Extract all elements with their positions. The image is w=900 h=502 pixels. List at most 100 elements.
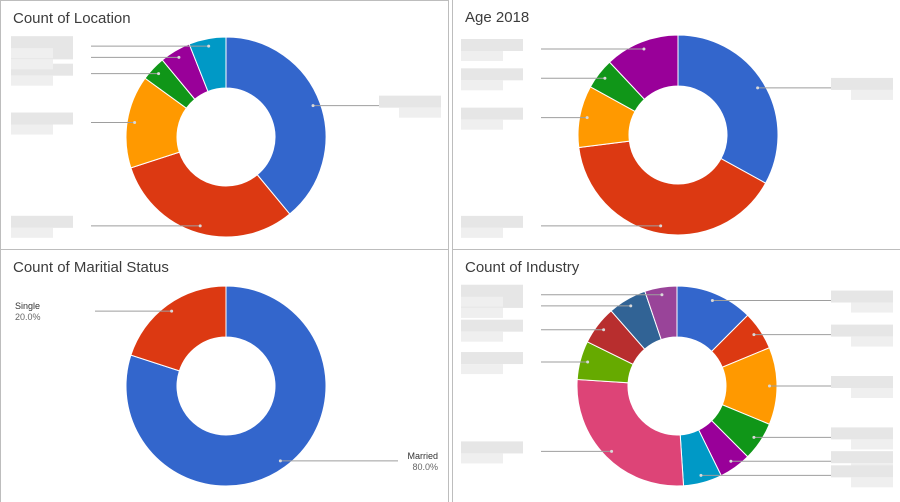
chart-title: Count of Maritial Status	[13, 259, 169, 276]
obscured-label	[11, 36, 73, 49]
donut-chart-location	[11, 36, 441, 238]
leader-dot	[768, 384, 771, 388]
obscured-label	[831, 465, 893, 478]
slice-1[interactable]	[677, 34, 779, 184]
slices	[576, 285, 778, 487]
obscured-label	[461, 441, 523, 454]
leader-dot	[278, 459, 282, 463]
obscured-label	[461, 68, 523, 81]
chart-panel-marital-status: Count of Maritial Status Married 80.0% Sin…	[0, 250, 449, 502]
obscured-label	[11, 124, 53, 135]
obscured-label	[831, 451, 893, 464]
obscured-label	[461, 319, 523, 332]
obscured-label	[461, 107, 523, 120]
leader-dot	[585, 116, 589, 120]
slice-labels	[461, 284, 893, 488]
leader-dot	[198, 224, 202, 228]
slice-label-single: Single	[15, 301, 40, 311]
slice-labels	[11, 36, 441, 238]
obscured-label	[11, 75, 53, 86]
slice-6[interactable]	[188, 36, 227, 93]
leader-dot	[729, 459, 733, 463]
leader-dot	[603, 76, 607, 80]
chart-panel-location: Count of Location	[0, 0, 449, 250]
obscured-label	[461, 453, 503, 464]
leader-dot	[629, 304, 633, 308]
leader-dot	[586, 360, 590, 364]
obscured-label	[831, 77, 893, 90]
obscured-label	[851, 89, 893, 100]
slice-7[interactable]	[576, 378, 685, 487]
slices	[125, 285, 327, 487]
leader-dot	[177, 55, 181, 59]
obscured-label	[379, 95, 441, 108]
slices	[577, 34, 779, 236]
obscured-label	[851, 302, 893, 313]
obscured-label	[851, 336, 893, 347]
leader-dot	[752, 333, 756, 337]
leader-dot	[710, 299, 714, 303]
slice-1[interactable]	[225, 36, 327, 215]
slice-2[interactable]	[578, 140, 767, 236]
leader-lines	[541, 47, 853, 228]
leader-dot	[699, 473, 703, 477]
leader-dot	[602, 328, 606, 332]
leader-lines	[95, 309, 398, 463]
leader-dot	[660, 293, 664, 297]
obscured-label	[461, 80, 503, 91]
chart-panel-age: Age 2018	[452, 0, 900, 250]
obscured-label	[461, 296, 503, 307]
slice-married[interactable]	[125, 285, 327, 487]
leader-dot	[659, 224, 663, 228]
obscured-label	[461, 307, 503, 318]
slice-single[interactable]	[130, 285, 227, 372]
obscured-label	[851, 439, 893, 450]
leader-dot	[311, 104, 315, 108]
obscured-label	[831, 324, 893, 337]
obscured-label	[461, 227, 503, 238]
obscured-label	[831, 290, 893, 303]
obscured-label	[461, 284, 523, 297]
obscured-label	[851, 388, 893, 398]
obscured-label	[461, 331, 503, 342]
slice-percent-married: 80.0%	[412, 462, 438, 472]
slices	[125, 36, 327, 238]
slice-percent-single: 20.0%	[15, 312, 41, 322]
obscured-label	[461, 352, 523, 365]
leader-dot	[157, 72, 161, 76]
chart-title: Count of Industry	[465, 259, 580, 276]
obscured-label	[461, 119, 503, 130]
chart-title: Count of Location	[13, 10, 131, 27]
obscured-label	[851, 477, 893, 488]
obscured-label	[461, 38, 523, 51]
obscured-label	[461, 50, 503, 61]
obscured-label	[831, 376, 893, 388]
leader-dot	[610, 449, 614, 453]
leader-dot	[170, 309, 174, 313]
obscured-label	[11, 59, 53, 70]
slice-11[interactable]	[644, 285, 678, 341]
obscured-label	[461, 215, 523, 228]
obscured-label	[11, 48, 53, 59]
obscured-label	[399, 107, 441, 118]
leader-dot	[756, 86, 760, 90]
chart-title: Age 2018	[465, 9, 530, 26]
obscured-label	[11, 227, 53, 238]
donut-chart-industry	[461, 284, 893, 488]
leader-dot	[752, 435, 756, 439]
donut-chart-age	[461, 34, 893, 238]
slice-labels	[461, 38, 893, 238]
obscured-label	[11, 112, 73, 125]
obscured-label	[831, 427, 893, 440]
leader-dot	[133, 121, 137, 125]
slice-label-married: Married	[407, 451, 438, 461]
chart-panel-industry: Count of Industry	[452, 250, 900, 502]
leader-lines	[91, 44, 401, 228]
leader-dot	[642, 47, 646, 51]
slice-2[interactable]	[130, 151, 291, 238]
obscured-label	[11, 215, 73, 228]
leader-dot	[207, 44, 211, 48]
obscured-label	[461, 364, 503, 375]
